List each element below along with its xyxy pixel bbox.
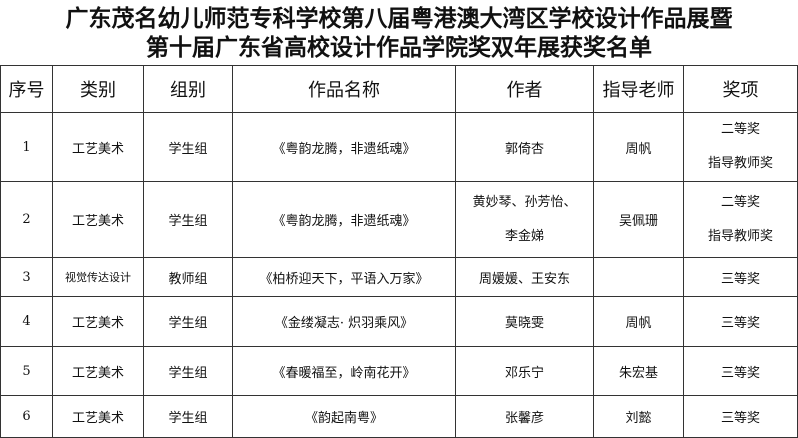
table-body: 1 工艺美术 学生组 《粤韵龙腾，非遗纸魂》 郭倚杏 周帆 二等奖 指导教师奖 2 工艺美术 学生组…	[0, 112, 798, 438]
table-cell: 学生组	[143, 181, 233, 258]
table-cell: 郭倚杏	[455, 112, 594, 182]
table-cell: 1	[0, 112, 53, 182]
header-cell: 序号	[0, 65, 53, 113]
table-cell: 吴佩珊	[593, 181, 684, 258]
table-cell: 邓乐宁	[455, 346, 594, 396]
table-cell: 工艺美术	[52, 112, 144, 182]
table-cell: 《粤韵龙腾，非遗纸魂》	[232, 181, 456, 258]
table-cell: 《韵起南粤》	[232, 395, 456, 438]
table-cell: 视觉传达设计	[52, 257, 144, 297]
table-cell: 6	[0, 395, 53, 438]
table-cell: 张馨彦	[455, 395, 594, 438]
table-cell: 三等奖	[683, 395, 798, 438]
table-cell: 《春暖福至，岭南花开》	[232, 346, 456, 396]
table-cell: 刘懿	[593, 395, 684, 438]
table-cell: 周帆	[593, 296, 684, 347]
cell-line: 李金娣	[504, 228, 544, 244]
table-cell: 5	[0, 346, 53, 396]
title-line: 第十届广东省高校设计作品学院奖双年展获奖名单	[146, 34, 652, 61]
table-cell: 学生组	[143, 296, 233, 347]
table-cell: 工艺美术	[52, 395, 144, 438]
award-table: 序号 类别 组别 作品名称 作者 指导老师 奖项 1 工艺美术 学生组 《粤韵龙腾，非遗纸魂》 郭倚…	[0, 65, 798, 438]
table-cell: 2	[0, 181, 53, 258]
cell-line: 指导教师奖	[707, 156, 773, 171]
table-row: 6 工艺美术 学生组 《韵起南粤》 张馨彦 刘懿 三等奖	[0, 395, 798, 438]
header-cell: 作者	[455, 65, 594, 113]
table-cell: 周帆	[593, 112, 684, 182]
header-row: 序号 类别 组别 作品名称 作者 指导老师 奖项	[0, 65, 798, 113]
table-cell: 工艺美术	[52, 346, 144, 396]
table-cell: 《金缕凝志· 炽羽乘风》	[232, 296, 456, 347]
table-cell: 周媛媛、王安东	[455, 257, 594, 297]
table-cell: 工艺美术	[52, 181, 144, 258]
header-cell: 类别	[52, 65, 144, 113]
table-cell: 学生组	[143, 395, 233, 438]
title: 广东茂名幼儿师范专科学校第八届粤港澳大湾区学校设计作品展暨 第十届广东省高校设计…	[0, 0, 798, 65]
table-cell: 工艺美术	[52, 296, 144, 347]
header-cell: 作品名称	[232, 65, 456, 113]
cell-line: 二等奖	[720, 194, 760, 210]
table-cell: 《柏桥迎天下，平语入万家》	[232, 257, 456, 297]
header-cell: 指导老师	[593, 65, 684, 113]
table-cell: 《粤韵龙腾，非遗纸魂》	[232, 112, 456, 182]
table-cell	[593, 257, 684, 297]
cell-line: 黄妙琴、孙芳怡、	[472, 194, 577, 210]
table-cell: 二等奖 指导教师奖	[683, 112, 798, 182]
table-cell: 三等奖	[683, 346, 798, 396]
table-cell: 教师组	[143, 257, 233, 297]
table-row: 2 工艺美术 学生组 《粤韵龙腾，非遗纸魂》 黄妙琴、孙芳怡、 李金娣 吴佩珊 二等奖 指导教师…	[0, 181, 798, 258]
table-cell: 三等奖	[683, 296, 798, 347]
table-cell: 学生组	[143, 346, 233, 396]
cell-line: 二等奖	[720, 122, 760, 137]
table-row: 1 工艺美术 学生组 《粤韵龙腾，非遗纸魂》 郭倚杏 周帆 二等奖 指导教师奖	[0, 112, 798, 182]
table-row: 5 工艺美术 学生组 《春暖福至，岭南花开》 邓乐宁 朱宏基 三等奖	[0, 346, 798, 396]
table-row: 3 视觉传达设计 教师组 《柏桥迎天下，平语入万家》 周媛媛、王安东 三等奖	[0, 257, 798, 297]
table-cell: 三等奖	[683, 257, 798, 297]
header-cell: 奖项	[683, 65, 798, 113]
table-cell: 黄妙琴、孙芳怡、 李金娣	[455, 181, 594, 258]
table-row: 4 工艺美术 学生组 《金缕凝志· 炽羽乘风》 莫晓雯 周帆 三等奖	[0, 296, 798, 347]
title-line: 广东茂名幼儿师范专科学校第八届粤港澳大湾区学校设计作品展暨	[65, 5, 733, 32]
table-cell: 3	[0, 257, 53, 297]
header-cell: 组别	[143, 65, 233, 113]
table-cell: 4	[0, 296, 53, 347]
table-cell: 朱宏基	[593, 346, 684, 396]
table-cell: 学生组	[143, 112, 233, 182]
table-cell: 莫晓雯	[455, 296, 594, 347]
cell-line: 指导教师奖	[707, 228, 773, 244]
table-cell: 二等奖 指导教师奖	[683, 181, 798, 258]
